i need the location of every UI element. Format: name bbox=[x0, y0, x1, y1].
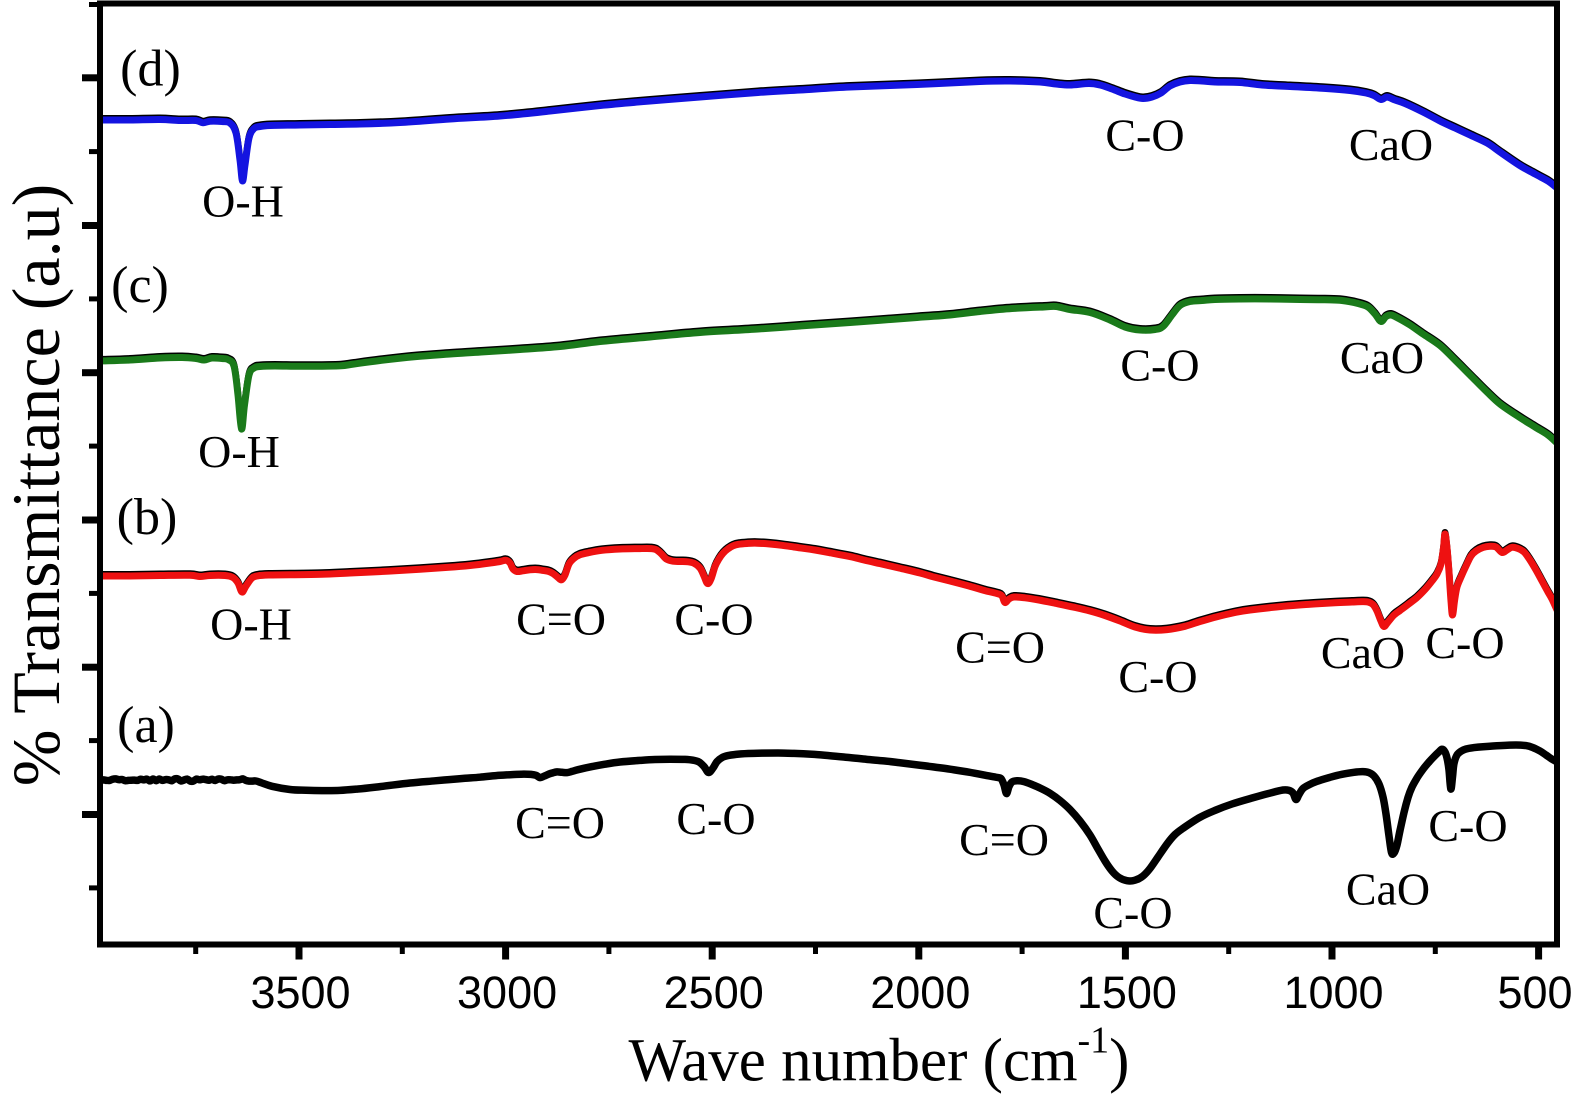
svg-text:C=O: C=O bbox=[515, 797, 605, 848]
svg-text:C-O: C-O bbox=[1120, 340, 1199, 391]
svg-text:CaO: CaO bbox=[1346, 864, 1430, 915]
svg-text:(c): (c) bbox=[111, 257, 169, 314]
svg-text:O-H: O-H bbox=[202, 176, 284, 227]
svg-text:(a): (a) bbox=[117, 697, 175, 754]
svg-text:CaO: CaO bbox=[1321, 627, 1405, 678]
svg-text:Wave number (cm-1): Wave number (cm-1) bbox=[629, 1020, 1130, 1095]
svg-text:C-O: C-O bbox=[1118, 651, 1197, 702]
svg-text:C-O: C-O bbox=[674, 594, 753, 645]
svg-text:2000: 2000 bbox=[870, 967, 970, 1018]
svg-text:C-O: C-O bbox=[1425, 617, 1504, 668]
svg-text:1000: 1000 bbox=[1283, 967, 1383, 1018]
svg-text:C=O: C=O bbox=[955, 622, 1045, 673]
svg-text:% Transmittance (a.u): % Transmittance (a.u) bbox=[0, 184, 74, 786]
svg-text:500: 500 bbox=[1497, 967, 1572, 1018]
svg-text:C-O: C-O bbox=[1093, 887, 1172, 938]
svg-text:C=O: C=O bbox=[959, 814, 1049, 865]
svg-text:1500: 1500 bbox=[1077, 967, 1177, 1018]
svg-text:CaO: CaO bbox=[1340, 332, 1424, 383]
svg-text:C-O: C-O bbox=[1105, 110, 1184, 161]
svg-text:2500: 2500 bbox=[664, 967, 764, 1018]
svg-text:C-O: C-O bbox=[676, 793, 755, 844]
svg-text:3000: 3000 bbox=[457, 967, 557, 1018]
svg-text:(b): (b) bbox=[117, 489, 178, 546]
svg-text:C=O: C=O bbox=[516, 594, 606, 645]
svg-text:O-H: O-H bbox=[210, 599, 292, 650]
svg-text:O-H: O-H bbox=[198, 426, 280, 477]
svg-text:C-O: C-O bbox=[1428, 800, 1507, 851]
svg-text:(d): (d) bbox=[120, 41, 181, 98]
svg-text:CaO: CaO bbox=[1349, 119, 1433, 170]
svg-text:3500: 3500 bbox=[250, 967, 350, 1018]
